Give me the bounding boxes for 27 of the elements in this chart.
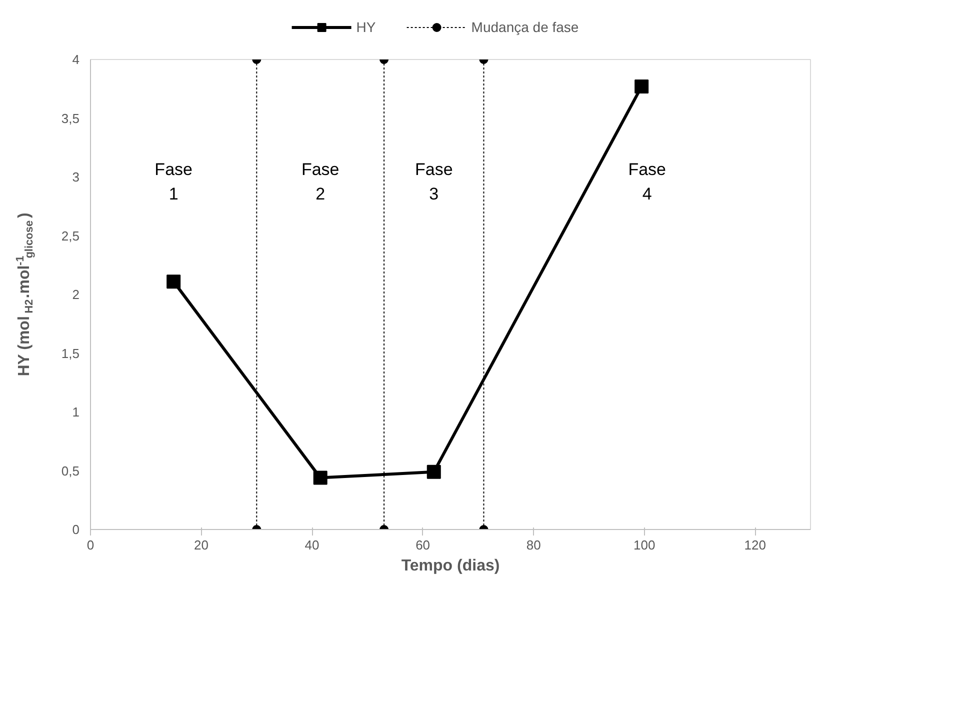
x-tick-label: 120: [744, 538, 766, 552]
point: [313, 470, 328, 485]
annotation: Fase 4: [628, 160, 666, 204]
y-tick-label: 2,5: [61, 228, 80, 244]
point: [426, 464, 441, 479]
x-tick-label: 20: [194, 538, 209, 552]
annotation: Fase 2: [301, 160, 340, 204]
y-tick-label: 0,5: [61, 463, 80, 478]
y-axis-title: HY (molH2.mol-1glicose): [14, 212, 36, 376]
x-tick-label: 0: [86, 538, 94, 552]
x-tick-label: 40: [304, 538, 320, 552]
annotation: Fase 3: [414, 160, 453, 204]
legend-label: HY: [356, 19, 376, 35]
y-tick-label: 1,5: [61, 346, 80, 361]
x-tick-label: 100: [634, 538, 656, 552]
y-tick-label: 3,5: [61, 110, 80, 126]
y-tick-label: 4: [72, 52, 80, 67]
annotation: Fase 1: [154, 160, 192, 204]
point: [166, 274, 181, 289]
legend-label: Mudança de fase: [471, 19, 579, 35]
x-axis-title: Tempo (dias): [401, 558, 500, 574]
x-tick-label: 60: [416, 538, 430, 552]
y-tick-label: 3: [72, 170, 80, 184]
y-tick-label: 2: [72, 287, 80, 302]
y-tick-label: 1: [72, 404, 80, 420]
x-tick-label: 80: [526, 538, 541, 552]
y-tick-label: 0: [72, 522, 80, 537]
